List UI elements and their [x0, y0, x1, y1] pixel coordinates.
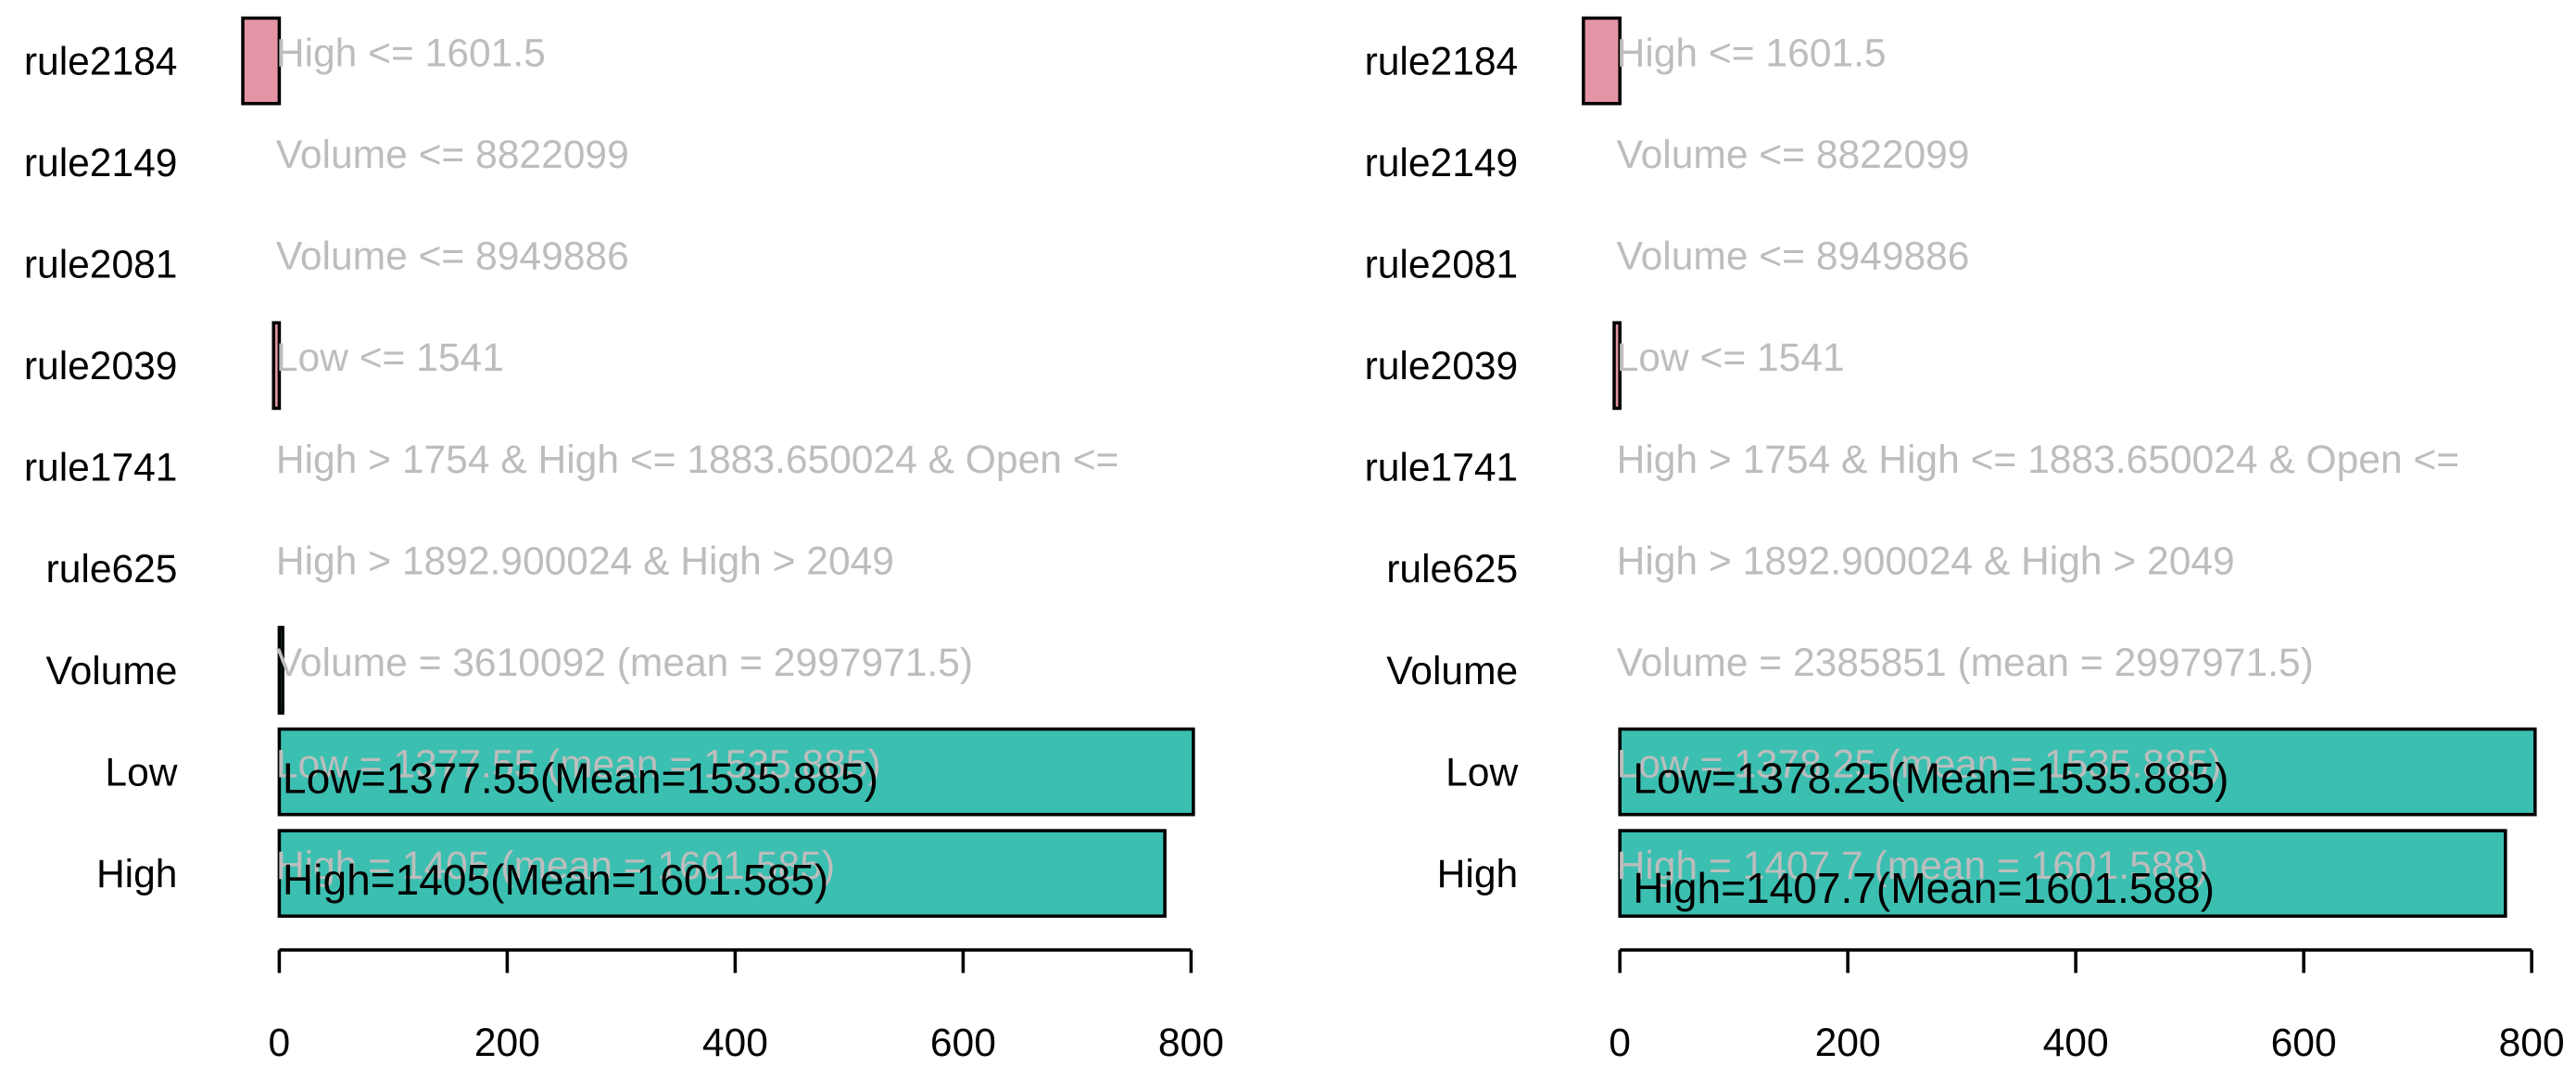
bar: [1618, 727, 2537, 817]
category-label: rule2081: [1365, 243, 1519, 287]
category-label: rule2149: [1365, 141, 1519, 185]
category-label: rule1741: [24, 446, 178, 490]
bar: [277, 727, 1195, 817]
category-label: Volume: [1386, 649, 1518, 693]
rule-label: High <= 1601.5: [1617, 32, 1887, 76]
rule-label: High > 1892.900024 & High > 2049: [1617, 539, 2235, 583]
rule-label: Low = 1377.55 (mean = 1535.885): [276, 743, 881, 787]
category-label: rule1741: [1365, 446, 1519, 490]
x-tick-label: 200: [474, 1021, 540, 1065]
category-label: Volume: [46, 649, 178, 693]
rule-label: Low <= 1541: [1617, 336, 1845, 380]
bar: [277, 626, 284, 715]
x-tick-label: 200: [1815, 1021, 1881, 1065]
rule-label: High > 1892.900024 & High > 2049: [276, 539, 894, 583]
category-label: High: [96, 852, 178, 896]
x-tick-label: 600: [930, 1021, 996, 1065]
bar-label: Low=1378.25(Mean=1535.885): [1633, 754, 2229, 802]
rule-label: High = 1405 (mean = 1601.585): [276, 844, 835, 888]
category-label: rule2184: [24, 39, 178, 83]
bar: [241, 16, 282, 106]
rule-label: High > 1754 & High <= 1883.650024 & Open…: [276, 438, 1119, 482]
rule-label: Low = 1378.25 (mean = 1535.885): [1617, 743, 2222, 787]
rule-label: High = 1407.7 (mean = 1601.588): [1617, 844, 2209, 888]
rule-label: Volume = 2385851 (mean = 2997971.5): [1617, 641, 2314, 685]
bar: [271, 321, 282, 411]
x-tick-label: 800: [2499, 1021, 2565, 1065]
bar: [1582, 16, 1622, 106]
rule-label: Volume <= 8822099: [1617, 133, 1970, 177]
bar: [1618, 829, 2507, 919]
category-label: rule625: [46, 547, 178, 591]
rule-label: Volume = 3610092 (mean = 2997971.5): [276, 641, 973, 685]
category-label: rule2081: [24, 243, 178, 287]
category-label: Low: [1446, 750, 1518, 794]
rule-label: Volume <= 8822099: [276, 133, 629, 177]
bar-label: High=1405(Mean=1601.585): [283, 856, 828, 904]
x-tick-label: 400: [2043, 1021, 2109, 1065]
rule-label: Low <= 1541: [276, 336, 504, 380]
category-label: High: [1437, 852, 1519, 896]
x-tick-label: 800: [1158, 1021, 1224, 1065]
category-label: Low: [105, 750, 177, 794]
rule-label: Volume <= 8949886: [1617, 235, 1970, 279]
x-tick-label: 600: [2271, 1021, 2337, 1065]
rule-label: High > 1754 & High <= 1883.650024 & Open…: [1617, 438, 2460, 482]
category-label: rule2184: [1365, 39, 1519, 83]
rule-label: Volume <= 8949886: [276, 235, 629, 279]
category-label: rule2149: [24, 141, 178, 185]
x-tick-label: 0: [1609, 1021, 1631, 1065]
category-label: rule625: [1386, 547, 1518, 591]
category-label: rule2039: [24, 344, 178, 388]
x-tick-label: 400: [702, 1021, 768, 1065]
bar: [277, 829, 1167, 919]
bar-label: High=1407.7(Mean=1601.588): [1633, 864, 2215, 912]
category-label: rule2039: [1365, 344, 1519, 388]
bar-label: Low=1377.55(Mean=1535.885): [283, 754, 878, 802]
x-tick-label: 0: [269, 1021, 291, 1065]
rule-label: High <= 1601.5: [276, 32, 546, 76]
bar: [1612, 321, 1622, 411]
